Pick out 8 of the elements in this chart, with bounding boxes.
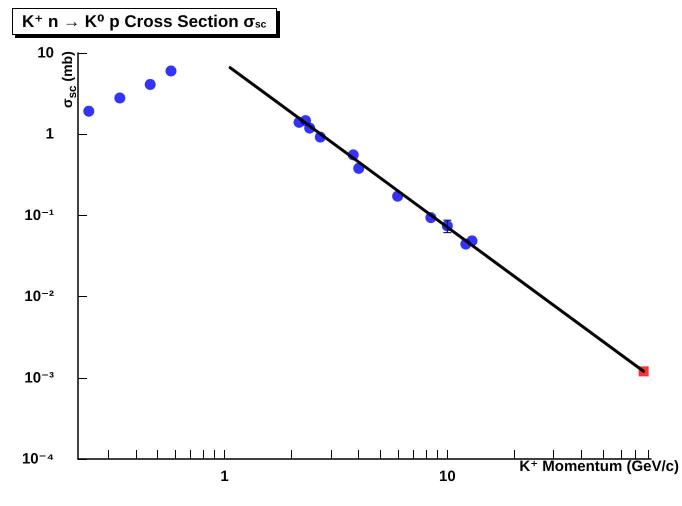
y-tick-label: 10⁻⁴ <box>22 450 54 468</box>
x-axis-title: K⁺ Momentum (GeV/c) <box>519 458 679 475</box>
y-tick-label: 10⁻³ <box>24 369 54 386</box>
y-tick-label: 1 <box>46 126 54 143</box>
y-tick-label: 10⁻² <box>24 288 54 306</box>
y-tick-label: 10 <box>37 44 54 62</box>
y-tick-label: 10⁻¹ <box>24 206 54 224</box>
chart-title: K⁺ n → K⁰ p Cross Section σsc <box>22 12 267 31</box>
